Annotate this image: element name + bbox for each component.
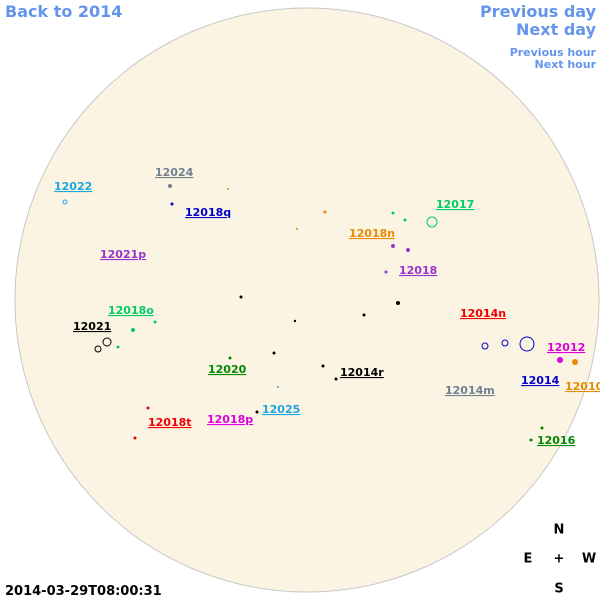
region-link[interactable]: 12018o — [108, 304, 154, 317]
next-hour-link[interactable]: Next hour — [535, 58, 597, 71]
compass-west: W — [582, 552, 596, 567]
region-link[interactable]: 12014r — [340, 366, 384, 379]
region-link[interactable]: 12017 — [436, 198, 474, 211]
back-link[interactable]: Back to 2014 — [5, 2, 122, 21]
previous-hour-link[interactable]: Previous hour — [510, 46, 597, 59]
timestamp: 2014-03-29T08:00:31 — [5, 584, 162, 599]
region-link[interactable]: 12018n — [349, 227, 395, 240]
previous-day-link[interactable]: Previous day — [480, 2, 597, 21]
region-link[interactable]: 12016 — [537, 434, 576, 447]
region-link[interactable]: 12024 — [155, 166, 194, 179]
sunspots — [62, 184, 578, 442]
region-link[interactable]: 12012 — [547, 341, 585, 354]
region-link[interactable]: 12014 — [521, 374, 560, 387]
region-link[interactable]: 12022 — [54, 180, 92, 193]
region-link[interactable]: 12018q — [185, 206, 231, 219]
compass-south: S — [554, 582, 563, 597]
region-link[interactable]: 12018t — [148, 416, 192, 429]
next-day-link[interactable]: Next day — [516, 20, 597, 39]
region-link[interactable]: 12014m — [445, 384, 495, 397]
compass-east: E — [524, 552, 533, 567]
region-link[interactable]: 12021p — [100, 248, 146, 261]
compass-north: N — [554, 523, 565, 538]
solar-disk — [14, 7, 600, 593]
region-link[interactable]: 12021 — [73, 320, 111, 333]
compass-center: + — [554, 552, 565, 567]
region-link[interactable]: 12025 — [262, 403, 300, 416]
region-link[interactable]: 12018p — [207, 413, 253, 426]
region-link[interactable]: 12014n — [460, 307, 506, 320]
region-link[interactable]: 12010 — [565, 380, 600, 393]
region-link[interactable]: 12020 — [208, 363, 247, 376]
region-link[interactable]: 12018 — [399, 264, 437, 277]
